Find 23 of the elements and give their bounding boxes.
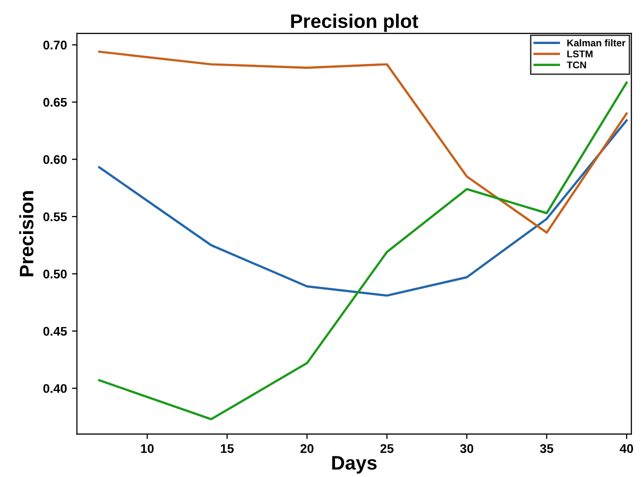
line-series xyxy=(98,119,628,297)
legend-label: TCN xyxy=(566,61,586,68)
chart-title: Precision plot xyxy=(291,14,418,32)
x-tick-label: 40 xyxy=(620,444,634,453)
y-tick-label: 0.60 xyxy=(43,155,67,164)
x-tick-label: 30 xyxy=(460,444,474,453)
x-tick-label: 20 xyxy=(300,444,314,453)
line-series xyxy=(98,82,628,420)
legend-label: LSTM xyxy=(567,50,592,58)
x-axis-title: Days xyxy=(332,456,377,474)
y-tick-label: 0.70 xyxy=(43,40,67,50)
x-tick-label: 10 xyxy=(141,444,154,453)
x-tick-label: 25 xyxy=(380,444,394,453)
y-tick-label: 0.45 xyxy=(43,326,67,336)
legend-label: Kalman filter xyxy=(567,39,626,46)
y-axis-title: Precision xyxy=(19,191,34,276)
x-tick-label: 35 xyxy=(540,444,554,453)
y-tick-label: 0.50 xyxy=(43,270,67,278)
x-tick-label: 15 xyxy=(220,444,234,453)
y-tick-label: 0.55 xyxy=(43,212,67,222)
y-tick-label: 0.65 xyxy=(43,98,67,107)
line-series xyxy=(98,50,628,234)
y-tick-label: 0.40 xyxy=(43,384,67,393)
